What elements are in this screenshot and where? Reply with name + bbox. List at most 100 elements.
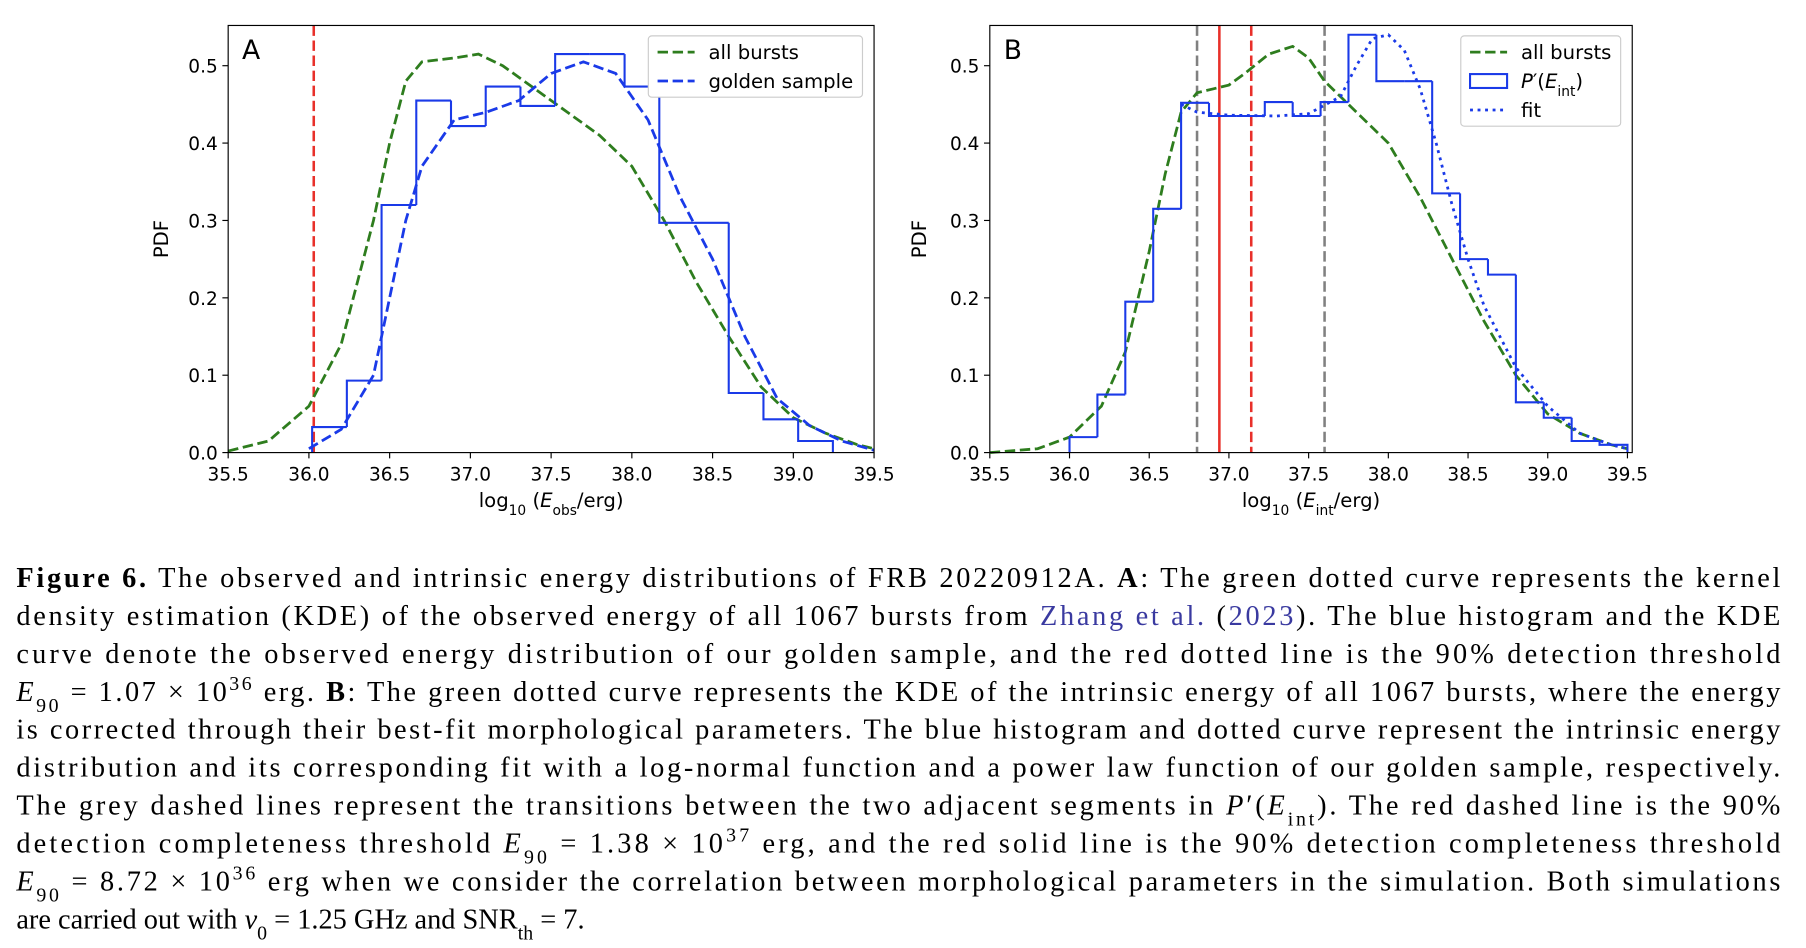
histogram-bin (1207, 102, 1237, 118)
caption-line: E 90 = 1.07 × 10 36 erg. B: The green dott… (15, 673, 1781, 717)
histogram-bin (1319, 101, 1349, 116)
panel-label: A (242, 35, 260, 66)
histogram-bin (1152, 207, 1182, 302)
histogram-bin (380, 203, 417, 381)
x-tick-label: 36.0 (288, 464, 329, 485)
x-tick-label: 39.0 (1527, 464, 1568, 485)
text-run: B (326, 677, 345, 708)
histogram-bin (762, 393, 799, 421)
histogram-bin (1514, 274, 1544, 404)
legend-label: all bursts (1521, 41, 1611, 64)
caption-line: distribution and its corresponding fit w… (16, 753, 1780, 784)
text-run: : The green dotted curve represents the … (1140, 563, 1780, 594)
text-run: log (479, 489, 509, 512)
text-run: ). The blue histogram and the KDE (1296, 601, 1780, 632)
caption-line: are carried out with ν0 = 1.25 GHz and S… (16, 905, 584, 945)
text-run: th (518, 923, 534, 945)
text-run: P (1521, 70, 1533, 93)
histogram-bin (1263, 101, 1293, 116)
text-run: P (1225, 791, 1243, 822)
histogram-bin (1486, 259, 1516, 276)
text-run: 2023 (1229, 601, 1294, 632)
text-run: = 8.72 × 10 (62, 867, 230, 898)
caption-line: detection completeness threshold E 90 = 1… (16, 825, 1780, 869)
text-run: E (1267, 791, 1285, 822)
text-run: all bursts (1521, 41, 1611, 64)
y-tick-label: 0.3 (188, 211, 217, 232)
text-run: The grey dashed lines represent the tran… (16, 791, 1223, 822)
text-run: E (1303, 489, 1316, 512)
text-run: /erg) (577, 489, 624, 512)
text-run: 90 (36, 695, 58, 717)
histogram-bin (1180, 101, 1209, 209)
caption-line: is corrected through their best-fit morp… (16, 715, 1781, 746)
text-run: curve denote the observed energy distrib… (16, 639, 1780, 670)
text-run: ν (245, 905, 258, 936)
histogram-bin (1124, 300, 1154, 395)
chart-panel: 35.5 36.0 36.5 37.0 37.5 38.0 38.5 39.0 39.5 0.0 0… (908, 24, 1648, 519)
text-run: E (15, 677, 33, 708)
text-run: 10 (509, 503, 527, 519)
histogram-bin (1068, 436, 1098, 453)
y-tick-label: 0.4 (950, 134, 979, 155)
text-run: distribution and its corresponding fit w… (16, 753, 1780, 784)
kde-curve (1180, 33, 1628, 451)
text-run: int (1316, 503, 1335, 519)
kde-curve (989, 44, 1628, 454)
text-run: ′( (1533, 70, 1545, 93)
text-run: E (540, 489, 553, 512)
y-axis-label: PDF (150, 220, 173, 258)
text-run: 36 (229, 673, 251, 695)
text-run: = 1.38 × 10 (550, 829, 723, 860)
histogram-bin (623, 54, 660, 88)
text-run: = 7. (533, 905, 584, 936)
histogram-bin (658, 86, 695, 224)
legend-swatch (1469, 73, 1509, 90)
text-run: ( (1207, 601, 1226, 632)
text-run: ) (1575, 70, 1583, 93)
y-axis-label: PDF (908, 220, 931, 258)
kde-curve (308, 60, 875, 452)
y-tick-label: 0.5 (950, 57, 979, 78)
x-tick-label: 37.0 (450, 464, 491, 485)
x-tick-label: 37.5 (531, 464, 572, 485)
x-tick-label: 39.5 (1607, 464, 1648, 485)
text-run: obs (553, 503, 577, 519)
caption-line: The grey dashed lines represent the tran… (16, 791, 1780, 831)
text-run: Zhang et al. (1040, 601, 1204, 632)
histogram-bin (1570, 417, 1600, 443)
caption-line: E 90 = 8.72 × 10 36 erg when we consider t… (15, 863, 1780, 907)
x-tick-label: 38.5 (692, 464, 733, 485)
text-run: 36 (233, 863, 256, 885)
legend-label: golden sample (709, 70, 854, 93)
histogram-bin (1096, 393, 1126, 438)
x-tick-label: 35.5 (969, 464, 1010, 485)
y-tick-label: 0.2 (950, 289, 979, 310)
text-run: erg. (254, 677, 323, 708)
text-run: = 1.25 GHz and SNR (267, 905, 518, 936)
legend-box (1460, 35, 1622, 127)
axes-frame (227, 24, 875, 454)
caption-line: curve denote the observed energy distrib… (16, 639, 1780, 670)
histogram-bin (1542, 402, 1572, 419)
x-tick-label: 38.5 (1447, 464, 1488, 485)
legend-label: fit (1521, 99, 1541, 122)
histogram-bin (1291, 102, 1321, 118)
text-run: Figure 6. (16, 563, 146, 594)
x-tick-label: 37.5 (1288, 464, 1329, 485)
text-run: erg, and the red solid line is the 90% d… (752, 829, 1780, 860)
histogram-bin (345, 379, 382, 428)
axes-frame (989, 24, 1633, 454)
x-axis-label: log10 (Eobs/erg) (479, 489, 624, 519)
text-run: golden sample (709, 70, 854, 93)
text-run: log (1242, 489, 1272, 512)
y-tick-label: 0.0 (950, 444, 979, 465)
histogram-bin (1431, 81, 1461, 195)
text-run: detection completeness threshold (16, 829, 500, 860)
histogram-bin (727, 222, 764, 395)
legend-box (647, 35, 864, 98)
text-run: E (502, 829, 520, 860)
histogram-bin (1459, 193, 1488, 261)
histogram-bin (484, 85, 521, 127)
